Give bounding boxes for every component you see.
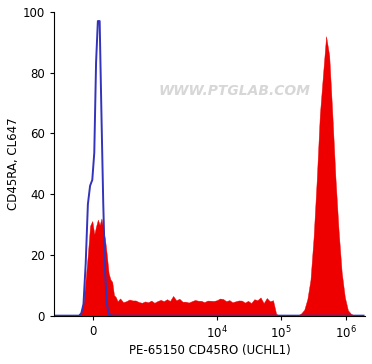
Text: WWW.PTGLAB.COM: WWW.PTGLAB.COM: [158, 84, 310, 98]
Y-axis label: CD45RA, CL647: CD45RA, CL647: [7, 118, 20, 210]
X-axis label: PE-65150 CD45RO (UCHL1): PE-65150 CD45RO (UCHL1): [129, 344, 291, 357]
